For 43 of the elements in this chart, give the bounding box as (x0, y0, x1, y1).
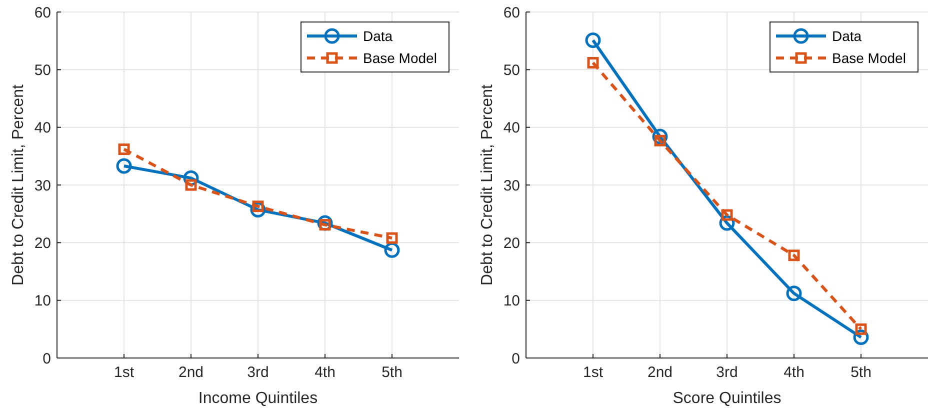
x-tick-label: 3rd (247, 364, 269, 381)
y-tick-label: 40 (34, 120, 51, 137)
x-tick-label: 1st (114, 364, 135, 381)
y-axis-title: Debt to Credit Limit, Percent (10, 84, 27, 286)
x-tick-label: 5th (382, 364, 402, 381)
x-axis-title: Score Quintiles (672, 390, 782, 407)
point (587, 56, 599, 68)
y-tick-label: 40 (503, 120, 520, 137)
y-tick-label: 60 (34, 4, 51, 22)
legend-label: Base Model (832, 50, 906, 66)
y-tick-label: 30 (34, 177, 51, 194)
y-tick-label: 0 (42, 350, 51, 368)
point (384, 242, 400, 258)
y-tick-label: 10 (503, 292, 520, 310)
point (855, 323, 867, 335)
x-tick-label: 4th (314, 364, 336, 381)
y-tick-label: 0 (512, 350, 520, 368)
y-tick-label: 30 (503, 177, 520, 194)
point (116, 158, 132, 174)
x-tick-label: 1st (582, 364, 604, 381)
legend-label: Base Model (363, 50, 437, 66)
y-tick-label: 10 (34, 292, 51, 310)
y-tick-label: 60 (503, 4, 520, 22)
point (788, 250, 800, 262)
y-tick-label: 20 (503, 234, 520, 252)
x-tick-label: 4th (784, 364, 804, 381)
y-tick-label: 20 (34, 234, 51, 252)
point (585, 32, 601, 48)
point (721, 209, 733, 221)
point (386, 232, 398, 244)
point (185, 179, 197, 191)
x-tick-label: 3rd (716, 364, 738, 381)
point (786, 286, 802, 302)
legend-label: Data (363, 28, 393, 44)
y-axis-title: Debt to Credit Limit, Percent (479, 84, 496, 286)
x-tick-label: 2nd (647, 364, 673, 381)
x-tick-label: 2nd (178, 364, 204, 381)
y-tick-label: 50 (503, 62, 520, 79)
point (118, 143, 130, 155)
x-axis-title: Income Quintiles (198, 390, 318, 407)
legend-label: Data (832, 28, 862, 44)
x-tick-label: 5th (850, 364, 872, 381)
y-tick-label: 50 (34, 62, 51, 79)
